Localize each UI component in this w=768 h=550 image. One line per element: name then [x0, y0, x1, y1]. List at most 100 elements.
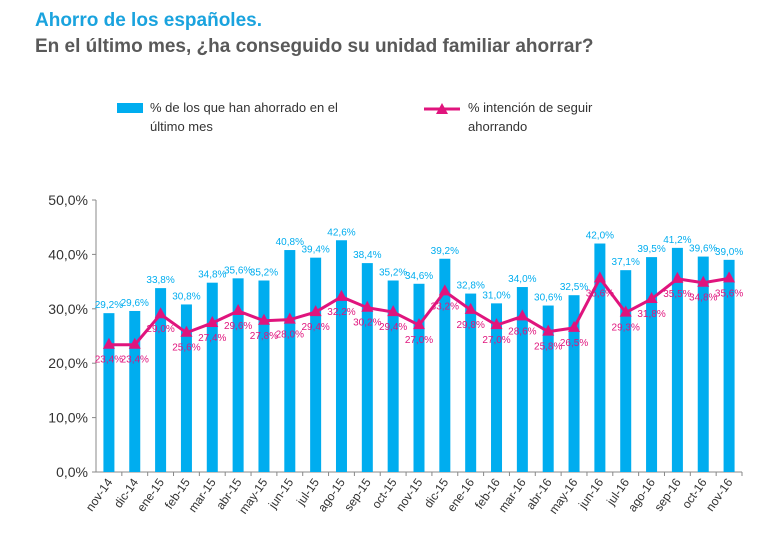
legend-label-bars: % de los que han ahorrado en el último m… — [150, 100, 338, 134]
bar — [697, 256, 709, 472]
bar-label: 35,2% — [250, 268, 278, 279]
line-marker — [413, 318, 425, 330]
bar — [206, 282, 218, 472]
y-tick-label: 10,0% — [48, 410, 88, 426]
line-label: 27,8% — [250, 331, 278, 342]
line-label: 27,0% — [482, 335, 510, 346]
line-label: 25,6% — [172, 343, 200, 354]
bar-label: 35,2% — [379, 268, 407, 279]
bar-label: 40,8% — [276, 237, 304, 248]
bar — [361, 263, 373, 472]
line-marker — [438, 284, 451, 296]
line-label: 28,6% — [508, 326, 536, 337]
y-tick-label: 30,0% — [48, 301, 88, 317]
line-marker — [257, 313, 270, 325]
line-marker — [128, 337, 141, 349]
line-label: 32,2% — [327, 307, 355, 318]
bar — [439, 258, 451, 472]
chart-subtitle: En el último mes, ¿ha conseguido su unid… — [35, 36, 594, 57]
line-label: 33,2% — [431, 301, 459, 312]
x-tick-label: ene-15 — [134, 475, 167, 514]
bar — [103, 313, 115, 472]
bar-label: 34,0% — [508, 274, 536, 285]
bar — [465, 293, 477, 472]
line-label: 29,8% — [457, 320, 485, 331]
line-label: 35,5% — [663, 289, 691, 300]
line-marker — [309, 305, 322, 317]
line-label: 29,3% — [612, 323, 640, 334]
y-tick-label: 40,0% — [48, 246, 88, 262]
bar-label: 34,8% — [198, 270, 226, 281]
line-marker — [232, 303, 245, 315]
line-marker — [671, 271, 684, 283]
line-marker — [180, 325, 193, 337]
line-marker — [283, 312, 296, 324]
bar-label: 38,4% — [353, 250, 381, 261]
line-label: 25,8% — [534, 342, 562, 353]
line-label: 27,0% — [405, 335, 433, 346]
line-marker — [723, 271, 736, 283]
y-tick-label: 50,0% — [48, 192, 88, 208]
line-label: 35,6% — [586, 288, 614, 299]
x-tick-label: nov-16 — [703, 475, 736, 513]
bar-label: 42,0% — [586, 231, 614, 242]
bar-label: 41,2% — [663, 235, 691, 246]
bar — [258, 280, 270, 472]
line-label: 29,4% — [379, 322, 407, 333]
x-tick-label: ago-15 — [315, 475, 348, 514]
line-label: 29,0% — [146, 324, 174, 335]
line-marker — [154, 307, 167, 319]
bar — [723, 259, 735, 472]
x-tick-label: ago-16 — [625, 475, 658, 514]
line-marker — [593, 271, 606, 283]
x-tick-label: jun-16 — [575, 475, 606, 511]
x-tick-label: mar-16 — [496, 475, 529, 514]
line-marker — [568, 320, 581, 332]
line-marker — [387, 305, 400, 317]
line-marker — [619, 305, 632, 317]
bar — [542, 305, 554, 472]
x-tick-label: mar-15 — [185, 475, 218, 514]
x-tick-label: nov-14 — [83, 475, 116, 513]
x-tick-label: jun-15 — [265, 475, 296, 511]
legend-swatch-line — [424, 103, 460, 114]
line-label: 31,8% — [637, 309, 665, 320]
line-label: 34,8% — [689, 293, 717, 304]
line-label: 26,5% — [560, 338, 588, 349]
line-label: 23,4% — [121, 355, 149, 366]
line-marker — [206, 315, 219, 327]
bar-label: 39,0% — [715, 247, 743, 258]
line-label: 27,4% — [198, 333, 226, 344]
line-label: 23,4% — [95, 355, 123, 366]
line-marker — [542, 324, 555, 336]
legend-label-line: % intención de seguir ahorrando — [468, 100, 593, 134]
bar-label: 32,8% — [457, 281, 485, 292]
bar-label: 29,6% — [121, 298, 149, 309]
line-label: 29,4% — [301, 322, 329, 333]
bar — [413, 283, 425, 472]
line-marker — [697, 275, 710, 287]
bar-label: 31,0% — [482, 290, 510, 301]
x-tick-label: sep-15 — [341, 475, 374, 513]
bar-label: 42,6% — [327, 227, 355, 238]
bar — [620, 270, 632, 472]
bar-label: 39,6% — [689, 244, 717, 255]
line-marker — [464, 302, 477, 314]
line-marker — [645, 292, 658, 304]
bar — [516, 287, 528, 472]
chart-title: Ahorro de los españoles. — [35, 10, 262, 31]
line-marker — [361, 300, 374, 312]
bar-label: 34,6% — [405, 271, 433, 282]
bar — [568, 295, 580, 472]
legend-swatch-bars — [117, 103, 143, 113]
y-tick-label: 20,0% — [48, 355, 88, 371]
bar — [335, 240, 347, 472]
bar — [155, 288, 167, 472]
bar — [671, 247, 683, 472]
line-marker — [516, 309, 529, 321]
bar — [387, 280, 399, 472]
bar-label: 33,8% — [146, 275, 174, 286]
line-label: 30,2% — [353, 318, 381, 329]
line-marker — [490, 318, 503, 330]
